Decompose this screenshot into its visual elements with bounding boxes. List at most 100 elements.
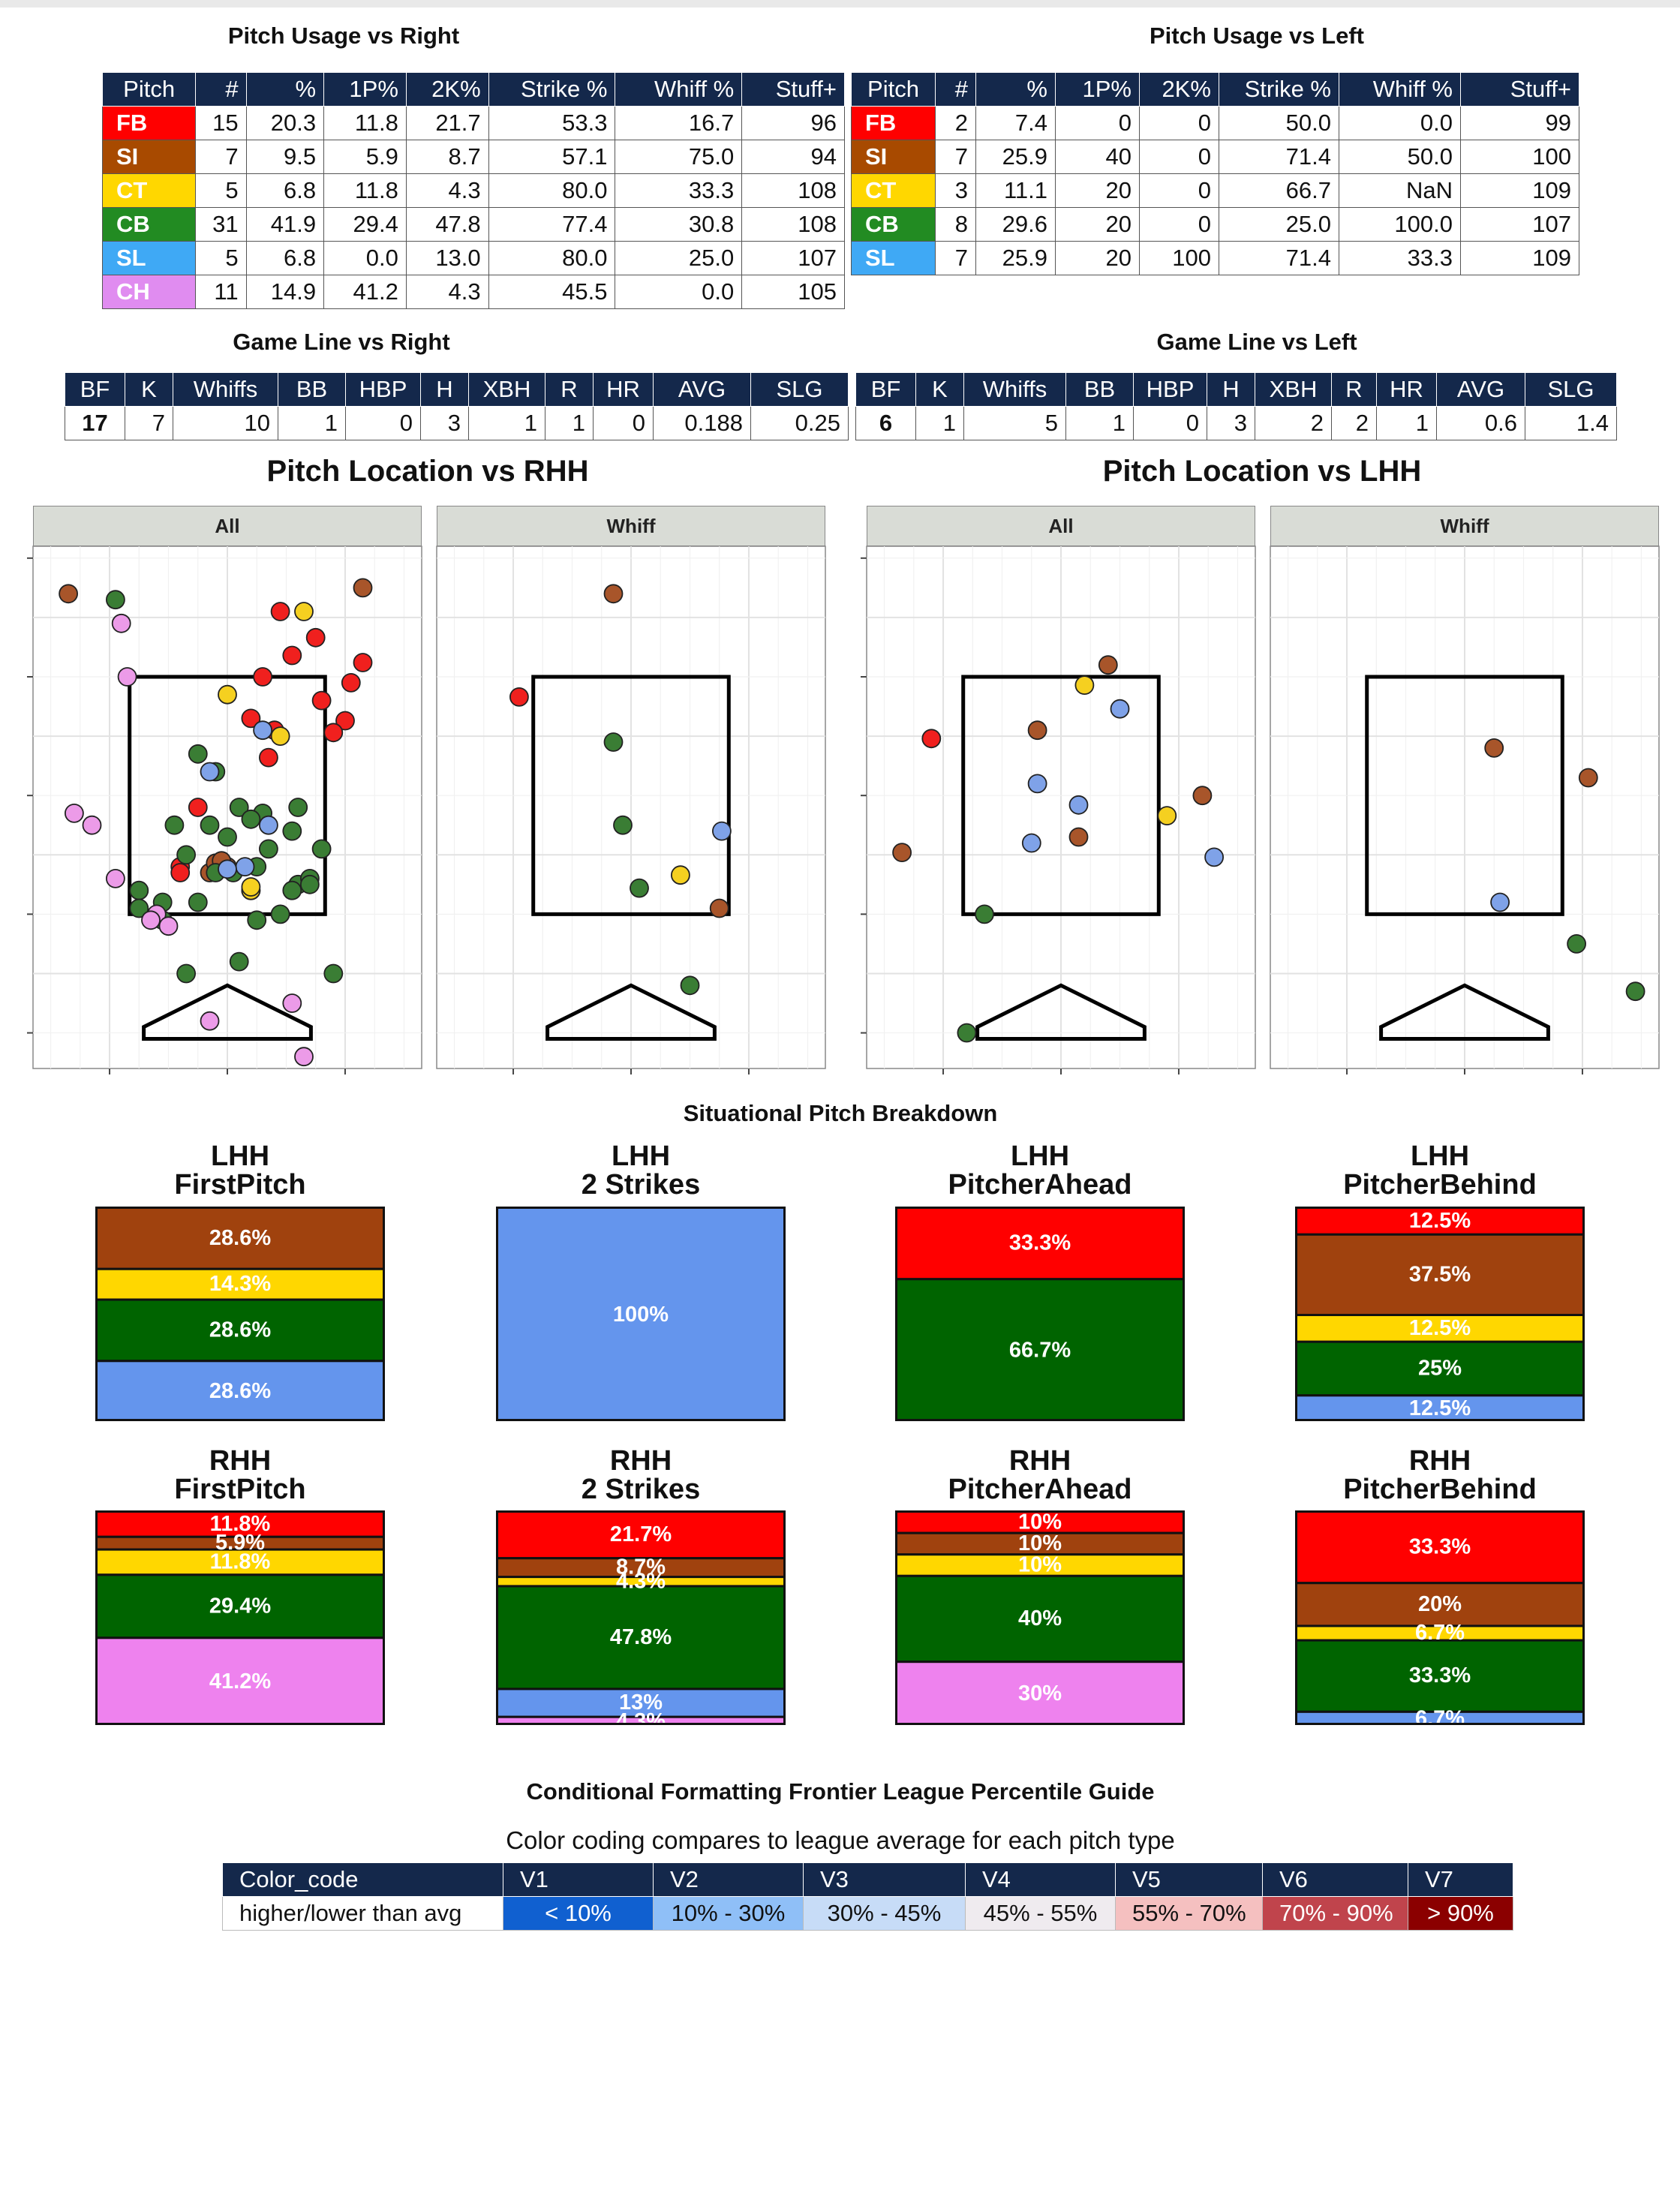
bar-segment-cb	[95, 1573, 385, 1640]
bar-segment-sl	[496, 1688, 786, 1718]
table-cell: 33.3	[1339, 241, 1461, 275]
game-header-hr: HR	[1376, 372, 1437, 407]
bar-segment-label: 12.5%	[1409, 1209, 1471, 1233]
bar-segment-label: 13%	[619, 1691, 663, 1715]
guide-row-label: higher/lower than avg	[222, 1896, 503, 1931]
bar-segment-label: 20%	[1418, 1592, 1462, 1616]
strike-zone	[1365, 675, 1564, 916]
bar-segment-si	[1295, 1233, 1585, 1316]
table-cell: 80.0	[488, 241, 616, 275]
usage-right-header-4: 2K%	[405, 72, 489, 107]
table-cell: 3	[420, 406, 469, 440]
stacked-bar: 33.3% 66.7%	[895, 1207, 1185, 1421]
location-panel	[861, 545, 1256, 1074]
game-header-r: R	[1331, 372, 1377, 407]
bar-segment-ct	[1295, 1624, 1585, 1642]
bar-segment-label: 4.3%	[616, 1569, 666, 1593]
pitch-point-cb	[311, 839, 332, 859]
table-row: FB 15 20.3 11.8 21.7 53.3 16.7 96	[101, 106, 845, 140]
pitch-type-cell: CB	[101, 207, 197, 242]
table-cell: 1.4	[1525, 406, 1617, 440]
bar-segment-ch	[895, 1661, 1185, 1725]
facet-lhh-whiff: Whiff	[1270, 506, 1659, 546]
table-cell: 66.7	[1219, 173, 1339, 208]
usage-right-table: Pitch #% 1P% 2K% Strike % Whiff % Stuff+ FB 15 2…	[101, 72, 845, 309]
guide-header-0: Color_code	[222, 1862, 503, 1897]
pitch-point-cb	[258, 839, 278, 859]
pitch-point-ch	[200, 1011, 220, 1031]
table-cell: 6.8	[245, 241, 325, 275]
usage-right-header-1: #	[195, 72, 247, 107]
usage-left-header-row: Pitch #% 1P% 2K% Strike % Whiff % Stuff+	[851, 72, 1579, 107]
pitch-point-cb	[200, 815, 220, 835]
pitch-point-fb	[188, 798, 208, 817]
pitch-point-ch	[117, 667, 137, 687]
bar-segment-cb	[895, 1574, 1185, 1664]
bar-segment-ct	[95, 1548, 385, 1576]
table-cell: 40	[1055, 140, 1140, 174]
guide-cell-v7: > 90%	[1408, 1896, 1513, 1931]
table-cell: 7	[935, 241, 976, 275]
stacked-bar: 21.7%8.7%4.3%47.8%13%4.3%	[496, 1510, 786, 1725]
location-panel	[1270, 545, 1660, 1074]
pitch-point-cb	[603, 732, 624, 752]
game-header-xbh: XBH	[1255, 372, 1332, 407]
table-cell: 11.1	[975, 173, 1056, 208]
guide-cell-v1: < 10%	[503, 1896, 654, 1931]
top-border	[0, 0, 1680, 8]
bar-segment-si	[895, 1531, 1185, 1556]
pitch-point-fb	[305, 627, 326, 648]
pitch-type-cell: SI	[101, 140, 197, 174]
location-panel	[436, 545, 826, 1074]
usage-right-header-3: 1P%	[323, 72, 407, 107]
game-header-h: H	[1207, 372, 1255, 407]
bar-segment-cb	[1295, 1639, 1585, 1713]
table-cell: 4.3	[405, 173, 489, 208]
table-cell: 50.0	[1219, 106, 1339, 140]
pitch-point-cb	[680, 975, 700, 996]
bar-segment-label: 8.7%	[616, 1555, 666, 1579]
table-cell: 25.9	[975, 241, 1056, 275]
pitch-point-fb	[258, 747, 278, 768]
table-row: CT 5 6.8 11.8 4.3 80.0 33.3 108	[101, 173, 845, 208]
table-cell: 0	[1133, 406, 1207, 440]
table-cell: 10	[173, 406, 278, 440]
bar-segment-fb	[895, 1510, 1185, 1534]
bar-chart-title: RHH PitcherAhead	[948, 1445, 1132, 1505]
pitch-point-sl	[218, 859, 237, 879]
bar-segment-fb	[1295, 1510, 1585, 1585]
guide-title: Conditional Formatting Frontier League P…	[526, 1778, 1155, 1805]
pitch-point-ct	[241, 877, 261, 897]
pitch-point-fb	[509, 687, 529, 707]
table-cell: 7	[125, 406, 173, 440]
table-cell: 13.0	[405, 241, 489, 275]
pitch-point-ch	[158, 916, 179, 936]
bar-segment-label: 33.3%	[1409, 1535, 1471, 1559]
pitch-type-cell: SI	[851, 140, 936, 174]
table-cell: 29.4	[323, 207, 407, 242]
table-cell: 20.3	[245, 106, 325, 140]
pitch-point-fb	[270, 602, 290, 621]
table-cell: 45.5	[488, 275, 616, 309]
usage-right-header-6: Whiff %	[615, 72, 743, 107]
usage-left-header-0: Pitch	[851, 72, 936, 107]
pitch-point-cb	[129, 898, 149, 918]
table-cell: 107	[741, 241, 845, 275]
guide-table: Color_code V1 V2 V3 V4 V5 V6 V7 higher/lower th…	[222, 1862, 1513, 1931]
guide-cell-v3: 30% - 45%	[803, 1896, 966, 1931]
pitch-point-ct	[1074, 675, 1095, 695]
stacked-bar: 33.3% 20% 6.7% 33.3% 6.7%	[1295, 1510, 1585, 1725]
game-header-hbp: HBP	[1133, 372, 1207, 407]
usage-right-header-7: Stuff+	[741, 72, 845, 107]
pitch-point-sl	[1021, 833, 1041, 853]
table-cell: 50.0	[1339, 140, 1461, 174]
table-row: CH 11 14.9 41.2 4.3 45.5 0.0 105	[101, 275, 845, 309]
bar-segment-label: 100%	[613, 1303, 669, 1327]
bar-segment-si	[95, 1535, 385, 1551]
table-row: SI 7 25.9 40 0 71.4 50.0 100	[851, 140, 1579, 174]
guide-header-4: V4	[965, 1862, 1116, 1897]
pitch-point-sl	[1204, 847, 1224, 867]
pitch-point-cb	[188, 892, 208, 912]
pitch-point-si	[892, 843, 912, 862]
bar-segment-label: 14.3%	[209, 1272, 271, 1296]
